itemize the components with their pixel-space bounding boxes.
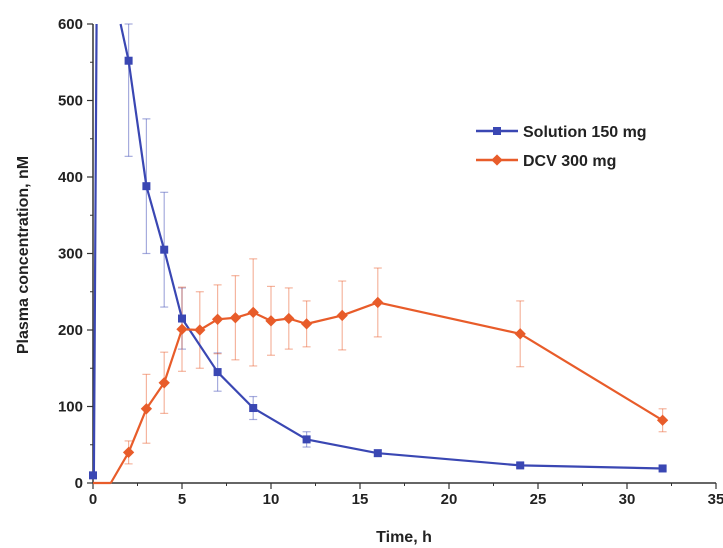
legend-label-dcv: DCV 300 mg (523, 153, 616, 170)
data-point-dcv (656, 414, 669, 426)
data-point-solution (373, 449, 382, 458)
series-line-solution (92, 23, 663, 476)
data-point-dcv (372, 296, 384, 309)
data-point-dcv (140, 403, 153, 415)
legend-marker-dcv (491, 154, 503, 166)
data-point-solution (124, 56, 133, 65)
data-point-solution (516, 461, 525, 470)
y-axis-title: Plasma concentration, nM (15, 156, 32, 354)
data-point-solution (89, 471, 97, 480)
x-tick-label: 0 (89, 491, 97, 508)
y-tick-label: 200 (58, 322, 83, 339)
x-tick-label: 25 (530, 491, 547, 508)
series-markers (89, 56, 669, 480)
y-tick-label: 500 (58, 93, 83, 110)
data-point-dcv (514, 328, 526, 340)
data-point-dcv (336, 309, 348, 322)
data-point-solution (160, 245, 169, 254)
data-point-dcv (122, 446, 135, 459)
legend-label-solution: Solution 150 mg (523, 124, 647, 141)
data-point-solution (249, 404, 258, 413)
data-point-solution (658, 464, 667, 473)
series-lines (92, 23, 664, 485)
data-point-solution (142, 182, 151, 191)
data-point-dcv (247, 306, 259, 319)
y-tick-label: 400 (58, 169, 83, 186)
data-point-solution (302, 435, 311, 444)
y-tick-label: 0 (75, 475, 83, 492)
data-point-dcv (283, 312, 295, 325)
tick-labels: 0 5 10 15 20 25 30 35 0 100 200 300 400 500 600 (58, 16, 723, 508)
axes (87, 23, 717, 489)
x-tick-label: 35 (708, 491, 723, 508)
data-point-dcv (229, 312, 242, 324)
x-tick-label: 10 (263, 491, 280, 508)
x-axis-title: Time, h (376, 529, 432, 546)
data-point-dcv (158, 377, 170, 389)
x-tick-label: 20 (441, 491, 458, 508)
data-point-dcv (176, 323, 188, 335)
legend: Solution 150 mg DCV 300 mg (476, 124, 647, 170)
data-point-dcv (300, 318, 313, 330)
series-line-dcv (93, 301, 664, 485)
y-tick-label: 300 (58, 246, 83, 263)
y-tick-label: 600 (58, 16, 83, 33)
data-point-solution (213, 368, 222, 377)
x-tick-label: 5 (178, 491, 186, 508)
legend-marker-solution (493, 127, 501, 135)
y-tick-label: 100 (58, 399, 83, 416)
data-point-dcv (194, 324, 206, 336)
data-point-solution (178, 314, 186, 323)
error-bars (124, 23, 667, 472)
data-point-dcv (211, 313, 224, 325)
x-tick-label: 30 (619, 491, 636, 508)
data-point-dcv (265, 315, 277, 327)
x-tick-label: 15 (352, 491, 369, 508)
